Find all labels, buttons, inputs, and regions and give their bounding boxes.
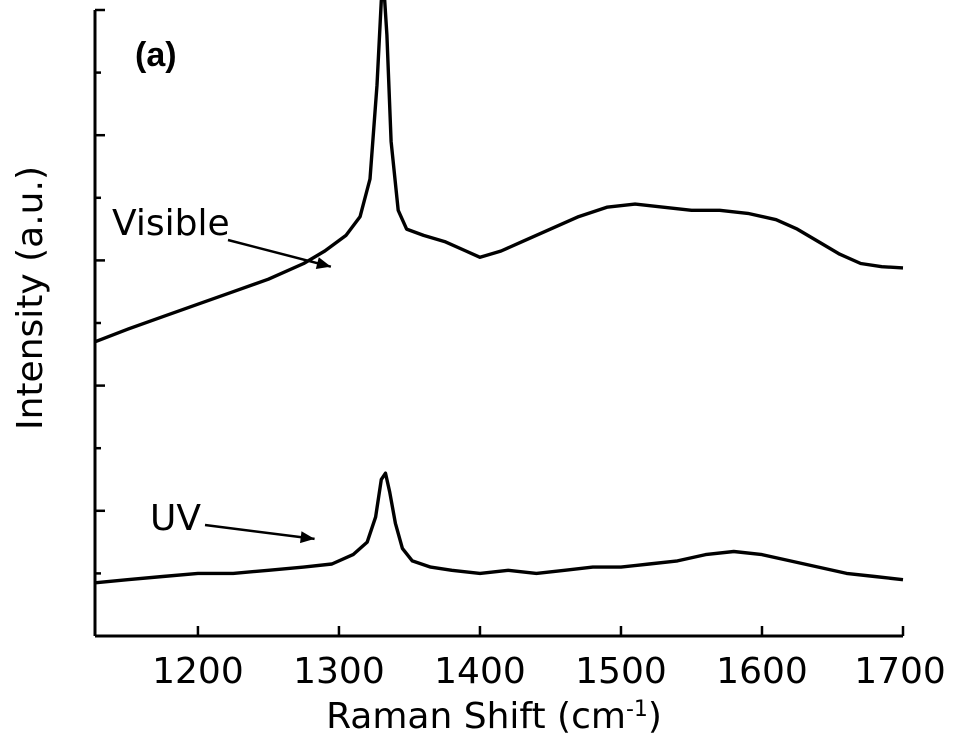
series-line-uv xyxy=(94,471,904,585)
x-tick-label-1700: 1700 xyxy=(854,651,946,692)
x-tick-labels: 1200 1300 1400 1500 1600 1700 xyxy=(152,651,946,692)
x-tick-label-1200: 1200 xyxy=(152,651,244,692)
arrowhead-uv-icon xyxy=(300,531,315,544)
x-tick-label-1500: 1500 xyxy=(575,651,667,692)
arrowhead-visible-icon xyxy=(315,257,331,269)
annotation-visible: Visible xyxy=(112,203,230,244)
x-axis-label-end: ) xyxy=(648,696,662,737)
x-ticks xyxy=(196,626,905,636)
x-axis-label-main: Raman Shift (cm xyxy=(326,696,626,737)
x-tick-label-1300: 1300 xyxy=(293,651,385,692)
y-axis-label: Intensity (a.u.) xyxy=(10,166,51,430)
x-axis-label-sup: -1 xyxy=(626,697,648,722)
x-tick-label-1400: 1400 xyxy=(434,651,526,692)
annotation-uv: UV xyxy=(150,498,201,539)
annotation-arrow-uv xyxy=(204,523,315,541)
series-line-visible xyxy=(94,0,904,344)
annotation-arrow-visible xyxy=(227,238,332,268)
panel-label: (a) xyxy=(135,36,177,74)
x-axis-label: Raman Shift (cm-1) xyxy=(326,696,662,737)
y-ticks xyxy=(95,8,105,575)
x-tick-label-1600: 1600 xyxy=(716,651,808,692)
